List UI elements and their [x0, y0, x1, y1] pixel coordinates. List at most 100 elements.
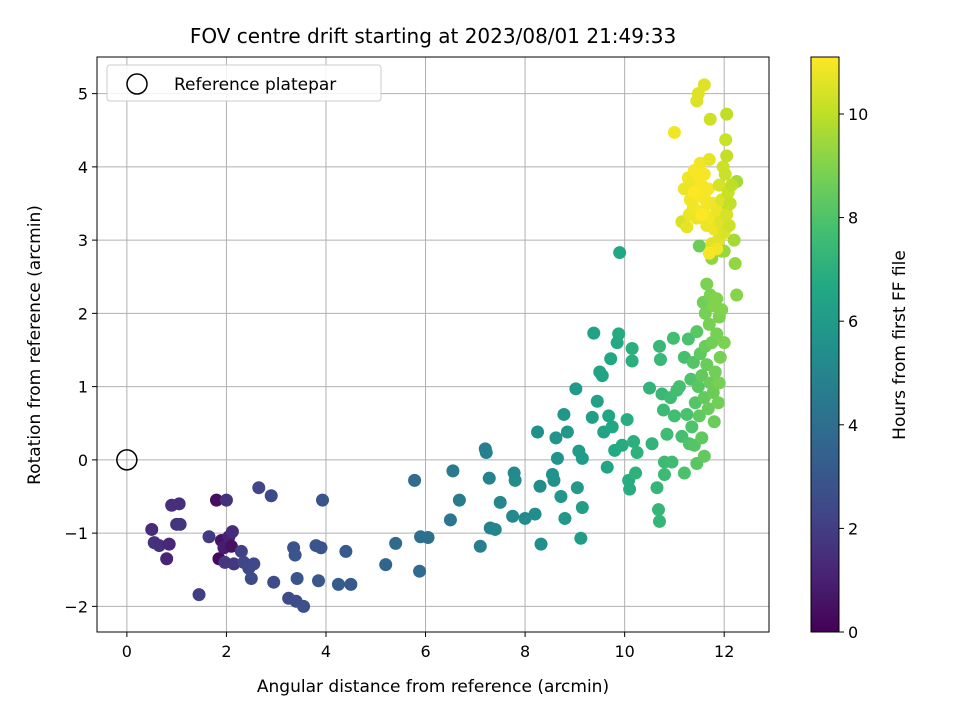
data-point: [625, 354, 639, 368]
data-point: [531, 425, 545, 439]
data-point: [443, 513, 457, 527]
x-tick-label: 8: [520, 642, 530, 661]
data-point: [686, 355, 700, 369]
data-point: [723, 196, 737, 210]
data-point: [613, 246, 627, 260]
data-point: [703, 112, 717, 126]
data-point: [691, 380, 705, 394]
data-point: [172, 497, 186, 511]
data-point: [590, 394, 604, 408]
x-axis-label: Angular distance from reference (arcmin): [257, 677, 609, 697]
reference-platepar-marker: [116, 449, 138, 471]
x-tick-label: 4: [321, 642, 331, 661]
data-point: [569, 382, 583, 396]
data-point: [702, 317, 716, 331]
data-points: [145, 78, 744, 613]
data-point: [720, 107, 734, 121]
data-point: [698, 306, 712, 320]
data-point: [315, 493, 329, 507]
colorbar-ticks: 0 2 4 6 8 10: [839, 105, 868, 642]
data-point: [685, 420, 699, 434]
data-point: [557, 407, 571, 421]
data-point: [446, 464, 460, 478]
data-point: [605, 420, 619, 434]
data-point: [202, 530, 216, 544]
data-point: [479, 446, 493, 460]
data-point: [379, 558, 393, 572]
data-point: [452, 493, 466, 507]
data-point: [587, 326, 601, 340]
data-point: [656, 403, 670, 417]
y-tick-label: 4: [78, 158, 88, 177]
data-point: [677, 466, 691, 480]
data-point: [209, 493, 223, 507]
data-point: [681, 332, 695, 346]
data-point: [585, 410, 599, 424]
colorbar-tick-label: 0: [848, 623, 858, 642]
data-point: [575, 451, 589, 465]
data-point: [604, 352, 618, 366]
y-tick-label: 0: [78, 451, 88, 470]
data-point: [473, 539, 487, 553]
data-point: [534, 537, 548, 551]
y-tick-label: −2: [64, 597, 88, 616]
data-point: [160, 552, 174, 566]
data-point: [600, 460, 614, 474]
data-point: [264, 489, 278, 503]
data-point: [700, 277, 714, 291]
data-point: [652, 514, 666, 528]
data-point: [225, 525, 239, 539]
y-tick-label: 5: [78, 85, 88, 104]
data-point: [247, 557, 261, 571]
data-point: [710, 292, 724, 306]
data-point: [643, 381, 657, 395]
data-point: [650, 481, 664, 495]
data-point: [550, 451, 564, 465]
data-point: [680, 220, 694, 234]
legend-label-reference: Reference platepar: [174, 75, 336, 95]
data-point: [493, 495, 507, 509]
data-point: [389, 536, 403, 550]
data-point: [708, 365, 722, 379]
data-point: [629, 466, 643, 480]
y-tick-label: 3: [78, 231, 88, 250]
data-point: [506, 509, 520, 523]
data-point: [692, 409, 706, 423]
data-point: [152, 539, 166, 553]
legend: Reference platepar: [106, 64, 382, 102]
data-point: [665, 455, 679, 469]
data-point: [645, 437, 659, 451]
chart-title: FOV centre drift starting at 2023/08/01 …: [190, 24, 676, 48]
data-point: [687, 186, 701, 200]
data-point: [528, 507, 542, 521]
data-point: [711, 396, 725, 410]
colorbar: 0 2 4 6 8 10 Hours from first FF file: [810, 56, 910, 642]
data-point: [331, 577, 345, 591]
data-point: [697, 167, 711, 181]
data-point: [701, 182, 715, 196]
data-point: [713, 350, 727, 364]
data-point: [482, 471, 496, 485]
data-point: [710, 204, 724, 218]
data-point: [690, 325, 704, 339]
data-point: [339, 544, 353, 558]
data-point: [574, 531, 588, 545]
data-point: [697, 449, 711, 463]
data-point: [488, 522, 502, 536]
data-point: [719, 133, 733, 147]
data-point: [720, 149, 734, 163]
data-point: [602, 409, 616, 423]
data-point: [575, 500, 589, 514]
data-point: [297, 599, 311, 613]
data-point: [707, 415, 721, 429]
data-point: [657, 468, 671, 482]
data-point: [695, 431, 709, 445]
data-point: [701, 402, 715, 416]
data-point: [518, 511, 532, 525]
data-point: [686, 200, 700, 214]
data-point: [715, 303, 729, 317]
data-point: [413, 564, 427, 578]
data-point: [697, 78, 711, 92]
data-point: [267, 575, 281, 589]
